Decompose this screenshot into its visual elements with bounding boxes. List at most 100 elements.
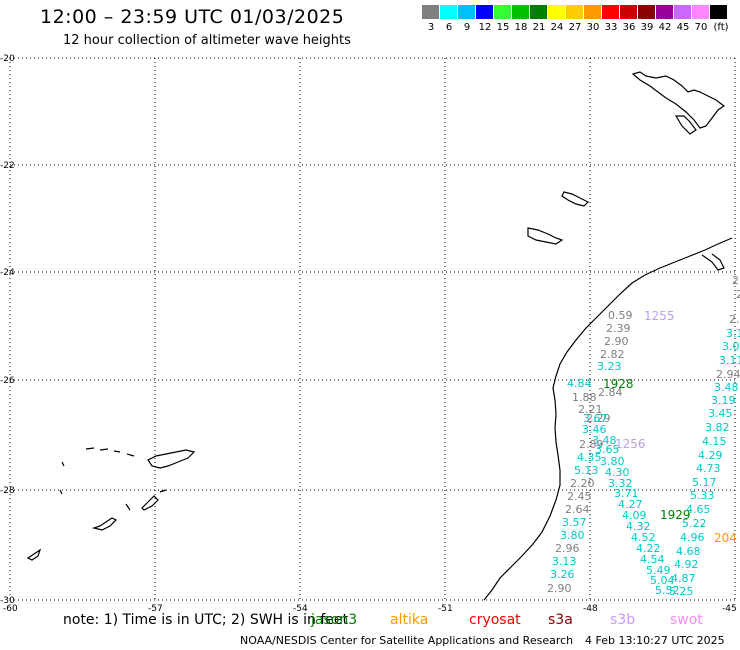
swh-value: 2.8 <box>729 313 740 326</box>
swh-value: 4.87 <box>671 572 696 585</box>
swh-value: 5.49 <box>646 564 671 577</box>
swh-value: 3.48 <box>714 381 739 394</box>
scale-swatch <box>656 5 673 19</box>
swh-value: 5.33 <box>690 489 715 502</box>
swh-value: 2. <box>736 288 740 301</box>
swh-value: 2.82 <box>600 348 625 361</box>
gray-observations: 0.59 2.39 2.90 2.82 2.84 1.88 2.21 2.29 … <box>547 274 740 595</box>
scale-tick-label: 36 <box>622 22 636 33</box>
grid-lines <box>9 57 736 601</box>
swh-value: 3.32 <box>608 477 633 490</box>
scale-swatch <box>674 5 691 19</box>
map-subtitle: 12 hour collection of altimeter wave hei… <box>63 33 351 48</box>
track-pass-label: 1929 <box>660 508 691 522</box>
lon-tick-label: -51 <box>438 604 453 614</box>
coastline <box>26 71 733 601</box>
scale-swatch <box>692 5 709 19</box>
lon-tick-label: -54 <box>293 604 308 614</box>
scale-tick-label: 3 <box>427 22 435 33</box>
scale-tick-label: 70 <box>694 22 708 33</box>
scale-tick-label: 18 <box>514 22 528 33</box>
swh-value: 4.35 <box>577 451 602 464</box>
swh-value: 4.29 <box>698 449 723 462</box>
lat-tick-label: -24 <box>0 268 15 278</box>
swh-value: 2.94 <box>716 368 740 381</box>
lat-tick-label: -28 <box>0 486 15 496</box>
scale-unit-label: (ft) <box>713 22 729 33</box>
swh-value: 2.21 <box>578 403 603 416</box>
scale-swatch <box>548 5 565 19</box>
legend-item-altika: altika <box>390 612 429 628</box>
swh-value: 2.9 <box>732 274 740 287</box>
scale-tick-label: 6 <box>445 22 453 33</box>
scale-swatch <box>710 5 727 19</box>
swh-value: 5.13 <box>574 464 599 477</box>
swh-value: 4.22 <box>636 542 661 555</box>
legend-item-cryosat: cryosat <box>469 612 521 628</box>
swh-value: 3.11 <box>719 354 740 367</box>
swh-value: 4.32 <box>626 520 651 533</box>
swh-value: 2.84 <box>598 386 623 399</box>
scale-swatch <box>530 5 547 19</box>
scale-swatch <box>512 5 529 19</box>
map-title: 12:00 – 23:59 UTC 01/03/2025 <box>40 6 345 28</box>
swh-value: 3.45 <box>708 407 733 420</box>
scale-tick-label: 15 <box>496 22 510 33</box>
scale-swatch <box>638 5 655 19</box>
scale-swatch <box>620 5 637 19</box>
swh-value: 4.52 <box>631 531 656 544</box>
lon-tick-label: -45 <box>722 604 737 614</box>
scale-swatch <box>584 5 601 19</box>
swh-value: 1.88 <box>572 391 597 404</box>
scale-tick-label: 45 <box>676 22 690 33</box>
swh-value: 2.20 <box>570 477 595 490</box>
track-pass-label: 1256 <box>615 437 646 451</box>
scale-tick-label: 33 <box>604 22 618 33</box>
scale-tick-label: 39 <box>640 22 654 33</box>
swh-value: 3.46 <box>582 423 607 436</box>
swh-value: 2.45 <box>567 490 592 503</box>
footnote: note: 1) Time is in UTC; 2) SWH is in fe… <box>63 612 349 628</box>
track-pass-label: 1928 <box>603 377 634 391</box>
swh-value: 5.04 <box>650 574 675 587</box>
lat-tick-label: -30 <box>0 596 15 606</box>
scale-swatch <box>602 5 619 19</box>
footer-credit: NOAA/NESDIS Center for Satellite Applica… <box>240 634 574 647</box>
swh-value: 3.82 <box>705 421 730 434</box>
swh-value: 3.19 <box>711 394 736 407</box>
scale-tick-label: 30 <box>586 22 600 33</box>
scale-tick-label: 21 <box>532 22 546 33</box>
swh-value: 5.25 <box>669 585 694 598</box>
lat-tick-label: -22 <box>0 161 15 171</box>
swh-value: 3.26 <box>550 568 575 581</box>
swh-value: 2.90 <box>604 335 629 348</box>
swh-value: 2.90 <box>547 582 572 595</box>
scale-swatch <box>458 5 475 19</box>
scale-tick-label: 42 <box>658 22 672 33</box>
swh-value: 4.09 <box>622 509 647 522</box>
swh-value: 3.23 <box>597 360 622 373</box>
track-pass-label: 1255 <box>644 309 675 323</box>
swh-value: 3.07 <box>722 340 740 353</box>
swh-value: 4.65 <box>686 503 711 516</box>
swh-value: 4.68 <box>676 545 701 558</box>
swh-value: 2.96 <box>555 542 580 555</box>
swh-value: 3.65 <box>595 443 620 456</box>
scale-tick-label: 24 <box>550 22 564 33</box>
swh-value: 3.71 <box>614 487 639 500</box>
swh-value: 4.92 <box>674 558 699 571</box>
swh-value: 2.89 <box>579 438 604 451</box>
legend-item-swot: swot <box>670 612 703 628</box>
legend-item-s3a: s3a <box>548 612 573 628</box>
footer-timestamp: 4 Feb 13:10:27 UTC 2025 <box>585 634 725 647</box>
swh-value: 0.59 <box>608 309 633 322</box>
swh-value: 5.22 <box>682 517 707 530</box>
scale-swatch <box>440 5 457 19</box>
cyan-observations: 3.23 4.84 3.67 3.46 3.48 3.65 4.35 3.80 … <box>550 327 740 598</box>
swh-value: 4.27 <box>618 498 643 511</box>
lat-tick-label: -26 <box>0 376 15 386</box>
swh-value: 3.80 <box>600 455 625 468</box>
swh-value: 2.29 <box>586 412 611 425</box>
scale-swatch <box>476 5 493 19</box>
